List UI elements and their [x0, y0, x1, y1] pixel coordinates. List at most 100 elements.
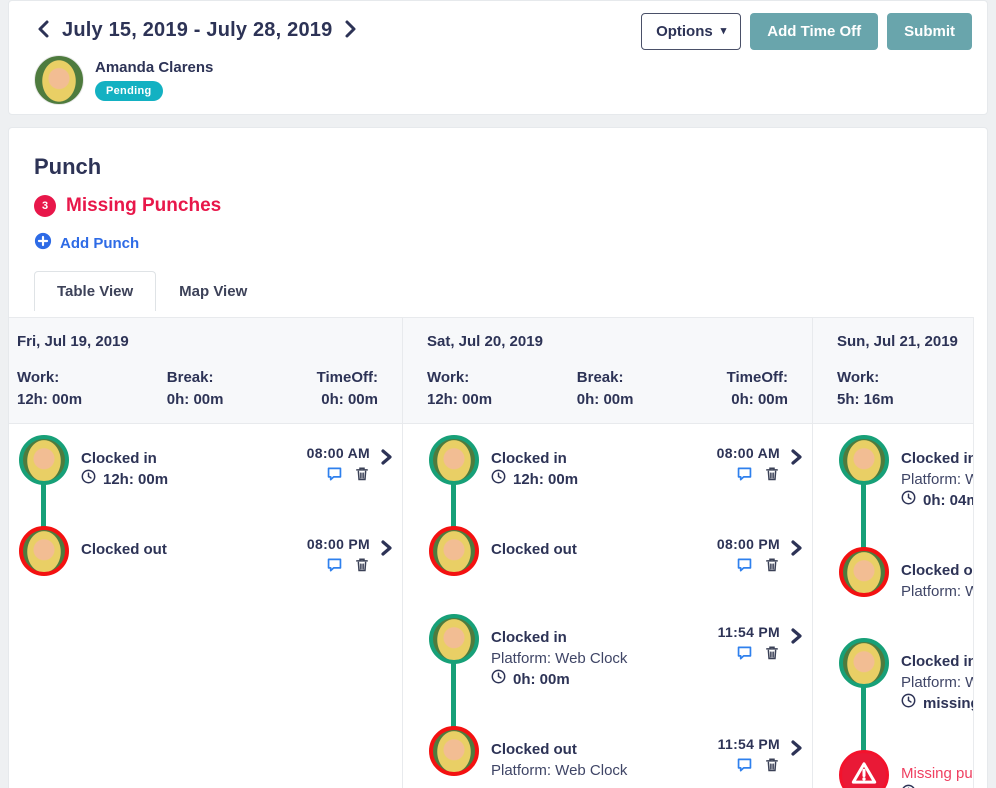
- timeoff-summary: TimeOff: 0h: 00m: [727, 369, 788, 408]
- day-date: Sun, Jul 21, 2019: [837, 333, 974, 350]
- entry-detail-chevron-icon[interactable]: [379, 435, 393, 470]
- entry-title: Clocked in: [901, 651, 974, 672]
- entry-detail-chevron-icon[interactable]: [789, 614, 803, 649]
- entry-platform: Platform: Web Clock: [901, 581, 974, 602]
- punch-table-scroll-area[interactable]: Fri, Jul 19, 2019 Work: 12h: 00m Break: …: [9, 317, 974, 788]
- clock-icon: [491, 669, 506, 690]
- entry-duration: 0h: 04m: [901, 490, 974, 511]
- entry-duration: missing punch: [901, 693, 974, 714]
- missing-punches-label: Missing Punches: [66, 195, 221, 217]
- punch-card-header: Punch 3 Missing Punches Add Punch Table …: [9, 128, 987, 311]
- entry-title: Clocked out: [491, 739, 627, 760]
- view-tabs: Table View Map View: [34, 271, 962, 311]
- entry-detail-chevron-icon[interactable]: [789, 435, 803, 470]
- day-punches: Clocked in Platform: Web Clock 0h: 04m: [813, 424, 974, 788]
- punch-entry-clock-out: Clocked out Platform: Web Clock: [813, 547, 974, 602]
- clock-in-avatar: [429, 614, 479, 664]
- tab-map-view[interactable]: Map View: [156, 271, 270, 311]
- trash-icon[interactable]: [764, 465, 780, 487]
- break-summary: Break: 0h: 00m: [577, 369, 727, 408]
- comment-icon[interactable]: [736, 465, 753, 487]
- punch-entry-clock-in: Clocked in 12h: 00m 08:00 AM: [9, 435, 403, 490]
- user-avatar: [34, 55, 84, 105]
- tab-table-view[interactable]: Table View: [34, 271, 156, 311]
- entry-time: 08:00 PM: [717, 536, 780, 552]
- user-name: Amanda Clarens: [95, 59, 213, 76]
- entry-title: Clocked out: [901, 560, 974, 581]
- user-meta: Amanda Clarens Pending: [95, 55, 213, 101]
- trash-icon[interactable]: [354, 465, 370, 487]
- work-summary: Work: 12h: 00m: [17, 369, 167, 408]
- chevron-right-icon: [342, 19, 358, 42]
- entry-time: 11:54 PM: [718, 624, 780, 640]
- punch-entry-clock-in: Clocked in Platform: Web Clock 0h: 00m 1…: [403, 614, 813, 690]
- clock-icon: [901, 693, 916, 714]
- clock-icon: [901, 784, 916, 788]
- day-summary: Work: 12h: 00m Break: 0h: 00m TimeOff: 0…: [427, 369, 788, 408]
- day-column-sun-jul-21: Sun, Jul 21, 2019 Work: 5h: 16m: [813, 317, 974, 788]
- missing-punch-avatar: [839, 750, 889, 788]
- entry-platform: Platform: Web Clock: [491, 648, 627, 669]
- entry-detail-chevron-icon[interactable]: [789, 526, 803, 561]
- entry-title: Clocked out: [81, 539, 167, 560]
- add-time-off-button[interactable]: Add Time Off: [750, 13, 878, 50]
- break-summary: Break: 0h: 00m: [167, 369, 317, 408]
- clock-in-avatar: [839, 638, 889, 688]
- comment-icon[interactable]: [326, 465, 343, 487]
- header-actions: Options ▾ Add Time Off Submit: [641, 13, 972, 50]
- punch-entry-clock-in: Clocked in 12h: 00m 08:00 AM: [403, 435, 813, 490]
- day-punches: Clocked in 12h: 00m 08:00 AM: [9, 424, 402, 788]
- entry-platform: Platform: Web Clock: [901, 469, 974, 490]
- entry-time: 08:00 AM: [717, 445, 780, 461]
- entry-platform: Platform: Web Clock: [491, 760, 627, 781]
- punch-card: Punch 3 Missing Punches Add Punch Table …: [8, 127, 988, 788]
- comment-icon[interactable]: [326, 556, 343, 578]
- timeoff-summary: TimeOff: 0h: 00m: [317, 369, 378, 408]
- add-punch-button[interactable]: Add Punch: [34, 232, 962, 255]
- options-button-label: Options: [656, 23, 713, 40]
- entry-detail-chevron-icon[interactable]: [379, 526, 393, 561]
- options-button[interactable]: Options ▾: [641, 13, 741, 50]
- entry-duration: 0h: 00m: [491, 669, 627, 690]
- header-card: July 15, 2019 - July 28, 2019 Options ▾ …: [8, 0, 988, 115]
- punch-section-title: Punch: [34, 154, 962, 180]
- trash-icon[interactable]: [764, 644, 780, 666]
- prev-period-button[interactable]: [34, 17, 54, 44]
- entry-detail-chevron-icon[interactable]: [789, 726, 803, 761]
- trash-icon[interactable]: [354, 556, 370, 578]
- add-punch-label: Add Punch: [60, 235, 139, 252]
- missing-punches-row: 3 Missing Punches: [34, 195, 962, 217]
- date-range-nav: July 15, 2019 - July 28, 2019: [34, 13, 360, 44]
- day-date: Fri, Jul 19, 2019: [17, 333, 378, 350]
- next-period-button[interactable]: [340, 17, 360, 44]
- trash-icon[interactable]: [764, 756, 780, 778]
- clock-out-avatar: [839, 547, 889, 597]
- clock-out-avatar: [19, 526, 69, 576]
- punch-entry-missing: Missing punch missing punch: [813, 750, 974, 788]
- submit-button[interactable]: Submit: [887, 13, 972, 50]
- day-date: Sat, Jul 20, 2019: [427, 333, 788, 350]
- entry-duration: 12h: 00m: [81, 469, 168, 490]
- clock-in-avatar: [839, 435, 889, 485]
- work-summary: Work: 12h: 00m: [427, 369, 577, 408]
- clock-icon: [81, 469, 96, 490]
- comment-icon[interactable]: [736, 756, 753, 778]
- work-summary: Work: 5h: 16m: [837, 369, 974, 408]
- clock-in-avatar: [19, 435, 69, 485]
- clock-out-avatar: [429, 726, 479, 776]
- user-row: Amanda Clarens Pending: [34, 55, 972, 105]
- day-column-fri-jul-19: Fri, Jul 19, 2019 Work: 12h: 00m Break: …: [9, 317, 403, 788]
- trash-icon[interactable]: [764, 556, 780, 578]
- entry-title: Missing punch: [901, 763, 974, 784]
- punch-entry-clock-out: Clocked out Platform: Web Clock 11:54 PM: [403, 726, 813, 781]
- day-punches: Clocked in 12h: 00m 08:00 AM: [403, 424, 812, 788]
- comment-icon[interactable]: [736, 644, 753, 666]
- entry-title: Clocked in: [491, 627, 627, 648]
- entry-title: Clocked in: [901, 448, 974, 469]
- missing-count-badge: 3: [34, 195, 56, 217]
- header-top-row: July 15, 2019 - July 28, 2019 Options ▾ …: [34, 13, 972, 50]
- day-header: Sun, Jul 21, 2019 Work: 5h: 16m: [813, 317, 974, 424]
- entry-platform: Platform: Web Clock: [901, 672, 974, 693]
- page: July 15, 2019 - July 28, 2019 Options ▾ …: [0, 0, 996, 787]
- comment-icon[interactable]: [736, 556, 753, 578]
